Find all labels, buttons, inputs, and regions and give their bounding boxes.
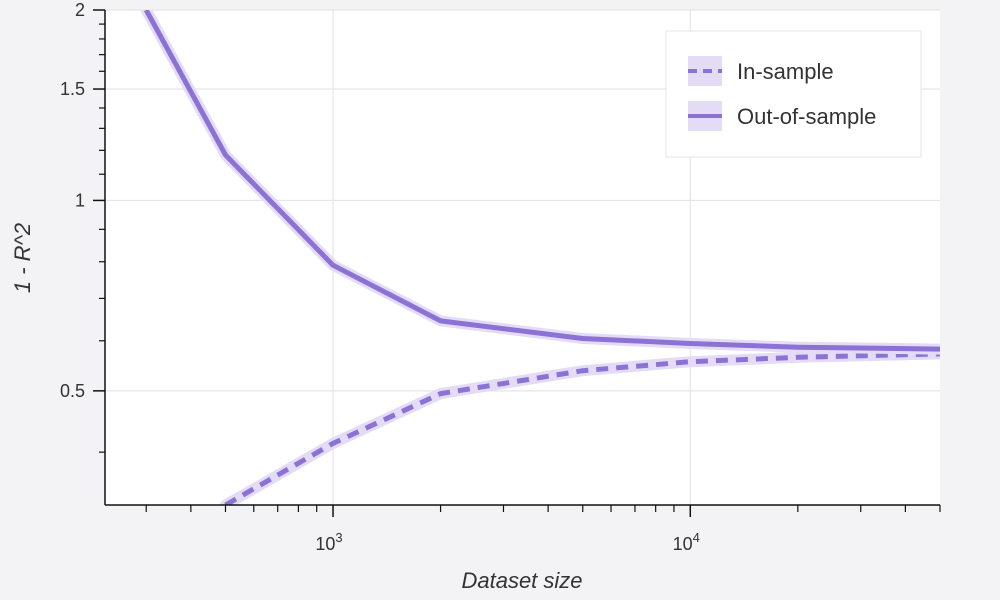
x-tick-label: 104 xyxy=(673,530,700,554)
series-line-in-sample xyxy=(224,351,940,505)
legend-label-out-of-sample: Out-of-sample xyxy=(737,104,876,129)
legend-label-in-sample: In-sample xyxy=(737,59,834,84)
legend-box xyxy=(665,30,922,158)
x-axis-title: Dataset size xyxy=(461,568,582,593)
x-tick-label: 103 xyxy=(315,530,342,554)
y-tick-label: 1.5 xyxy=(60,79,85,99)
y-tick-label: 1 xyxy=(75,190,85,210)
series-layer xyxy=(140,10,940,505)
axes: 103 104 0.5 1 1.5 2 xyxy=(60,0,941,554)
legend: In-sample Out-of-sample xyxy=(665,30,922,158)
y-axis-title: 1 - R^2 xyxy=(10,223,35,293)
series-line-out-of-sample xyxy=(144,10,940,352)
y-tick-label: 0.5 xyxy=(60,381,85,401)
y-tick-label: 2 xyxy=(75,0,85,20)
